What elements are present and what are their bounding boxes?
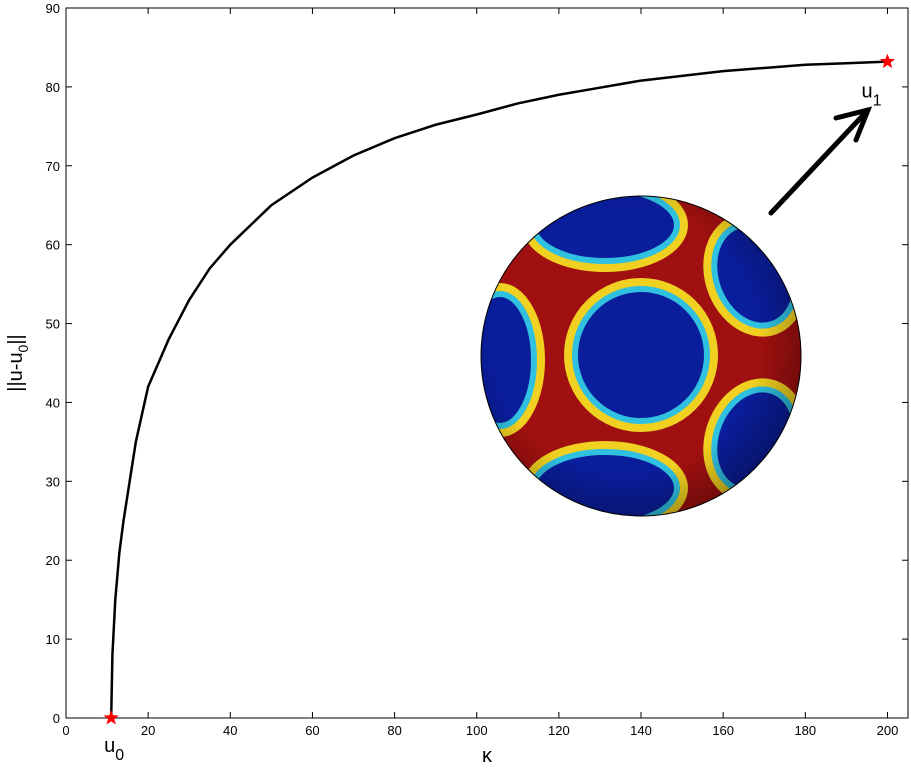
x-tick-label: 200	[877, 723, 899, 738]
x-tick-label: 100	[466, 723, 488, 738]
star-marker	[879, 53, 896, 69]
marker-label: u0	[104, 735, 124, 764]
x-tick-label: 160	[712, 723, 734, 738]
y-tick-label: 90	[46, 1, 60, 16]
data-line	[109, 60, 888, 719]
marker-label-main: u	[104, 735, 115, 757]
x-tick-label: 140	[630, 723, 652, 738]
y-tick-label: 50	[46, 317, 60, 332]
y-tick-label: 0	[53, 711, 60, 726]
star-marker	[103, 710, 119, 725]
y-tick-label: 40	[46, 395, 60, 410]
sphere-outline	[480, 195, 802, 517]
marker-label-main: u	[861, 81, 872, 103]
y-tick-label: 70	[46, 159, 60, 174]
y-tick-label: 30	[46, 474, 60, 489]
y-label-sub: 0	[15, 344, 31, 352]
y-tick-label: 10	[46, 632, 60, 647]
y-tick-label: 20	[46, 553, 60, 568]
y-tick-label: 60	[46, 238, 60, 253]
y-axis-label: ||u-u0||	[5, 334, 31, 391]
x-axis-label: κ	[482, 745, 493, 767]
marker-label-sub: 1	[873, 93, 882, 110]
x-tick-label: 20	[141, 723, 155, 738]
x-tick-label: 80	[387, 723, 401, 738]
x-tick-label: 40	[223, 723, 237, 738]
y-label-main: ||u-u	[5, 352, 27, 391]
x-tick-label: 120	[548, 723, 570, 738]
x-tick-label: 60	[305, 723, 319, 738]
y-label-end: ||	[5, 334, 27, 344]
x-tick-label: 180	[794, 723, 816, 738]
y-tick-label: 80	[46, 80, 60, 95]
marker-label-sub: 0	[115, 747, 124, 764]
arrow	[768, 106, 873, 216]
marker-label: u1	[861, 81, 881, 110]
x-tick-label: 0	[62, 723, 69, 738]
